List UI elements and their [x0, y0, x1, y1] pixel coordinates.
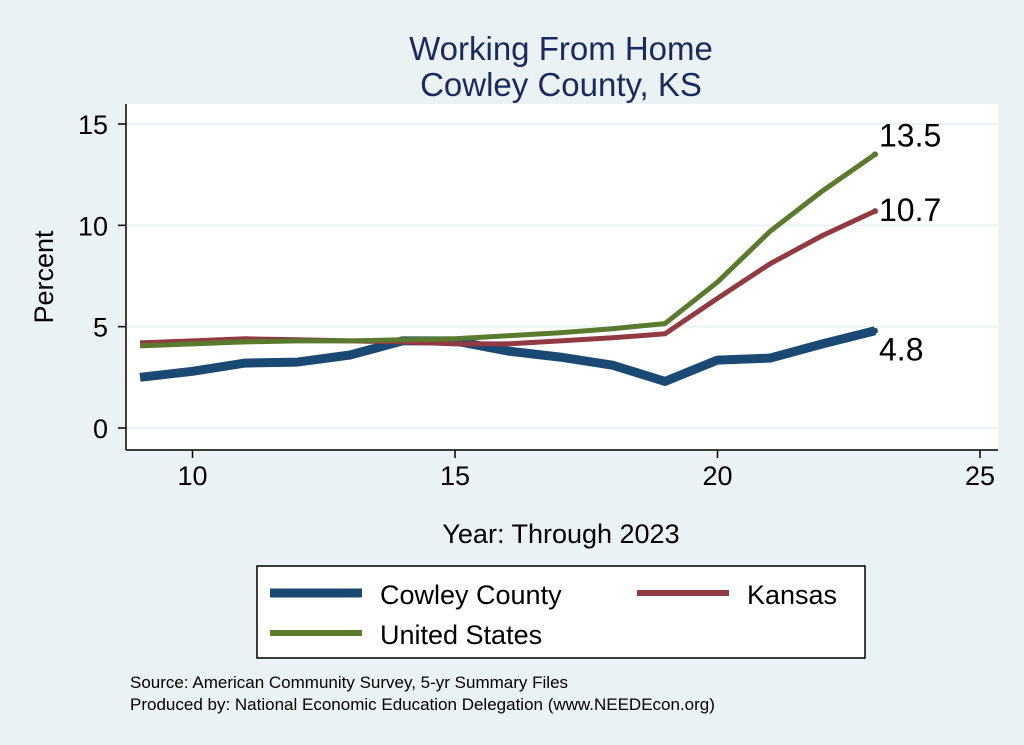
series-line-cowley-county — [139, 326, 877, 386]
plot-area — [126, 104, 998, 450]
axes: 0 5 10 15 10 15 20 25 — [78, 104, 998, 491]
source-note: Source: American Community Survey, 5-yr … — [130, 673, 568, 692]
x-tick-label-10: 10 — [177, 461, 207, 491]
y-tick-label-5: 5 — [93, 313, 108, 343]
end-label-cowley-county: 4.8 — [879, 332, 923, 368]
series-endpoint-kansas — [872, 208, 878, 215]
chart-subtitle: Cowley County, KS — [420, 66, 702, 103]
end-label-united-states: 13.5 — [879, 117, 941, 153]
legend-label-united-states: United States — [380, 620, 542, 650]
x-axis-label: Year: Through 2023 — [442, 519, 679, 549]
y-tick-label-10: 10 — [78, 211, 108, 241]
legend-box — [256, 565, 866, 659]
producer-note: Produced by: National Economic Education… — [130, 695, 715, 714]
y-axis-label: Percent — [29, 230, 59, 324]
legend-label-kansas: Kansas — [747, 580, 837, 610]
gridlines — [126, 123, 998, 429]
x-tick-label-20: 20 — [702, 461, 732, 491]
x-tick-label-25: 25 — [965, 461, 995, 491]
y-tick-label-0: 0 — [93, 414, 108, 444]
series-line-united-states — [139, 152, 877, 349]
series-lines — [139, 151, 878, 386]
chart-title: Working From Home — [409, 30, 713, 67]
legend-label-cowley-county: Cowley County — [380, 580, 562, 610]
x-tick-label-15: 15 — [440, 461, 470, 491]
series-endpoint-cowley-county — [872, 327, 878, 334]
end-labels: 4.8 10.7 13.5 — [879, 117, 941, 367]
y-tick-label-15: 15 — [78, 110, 108, 140]
end-label-kansas: 10.7 — [879, 192, 941, 228]
series-endpoint-united-states — [872, 151, 878, 158]
legend: Cowley County Kansas United States — [256, 565, 866, 659]
